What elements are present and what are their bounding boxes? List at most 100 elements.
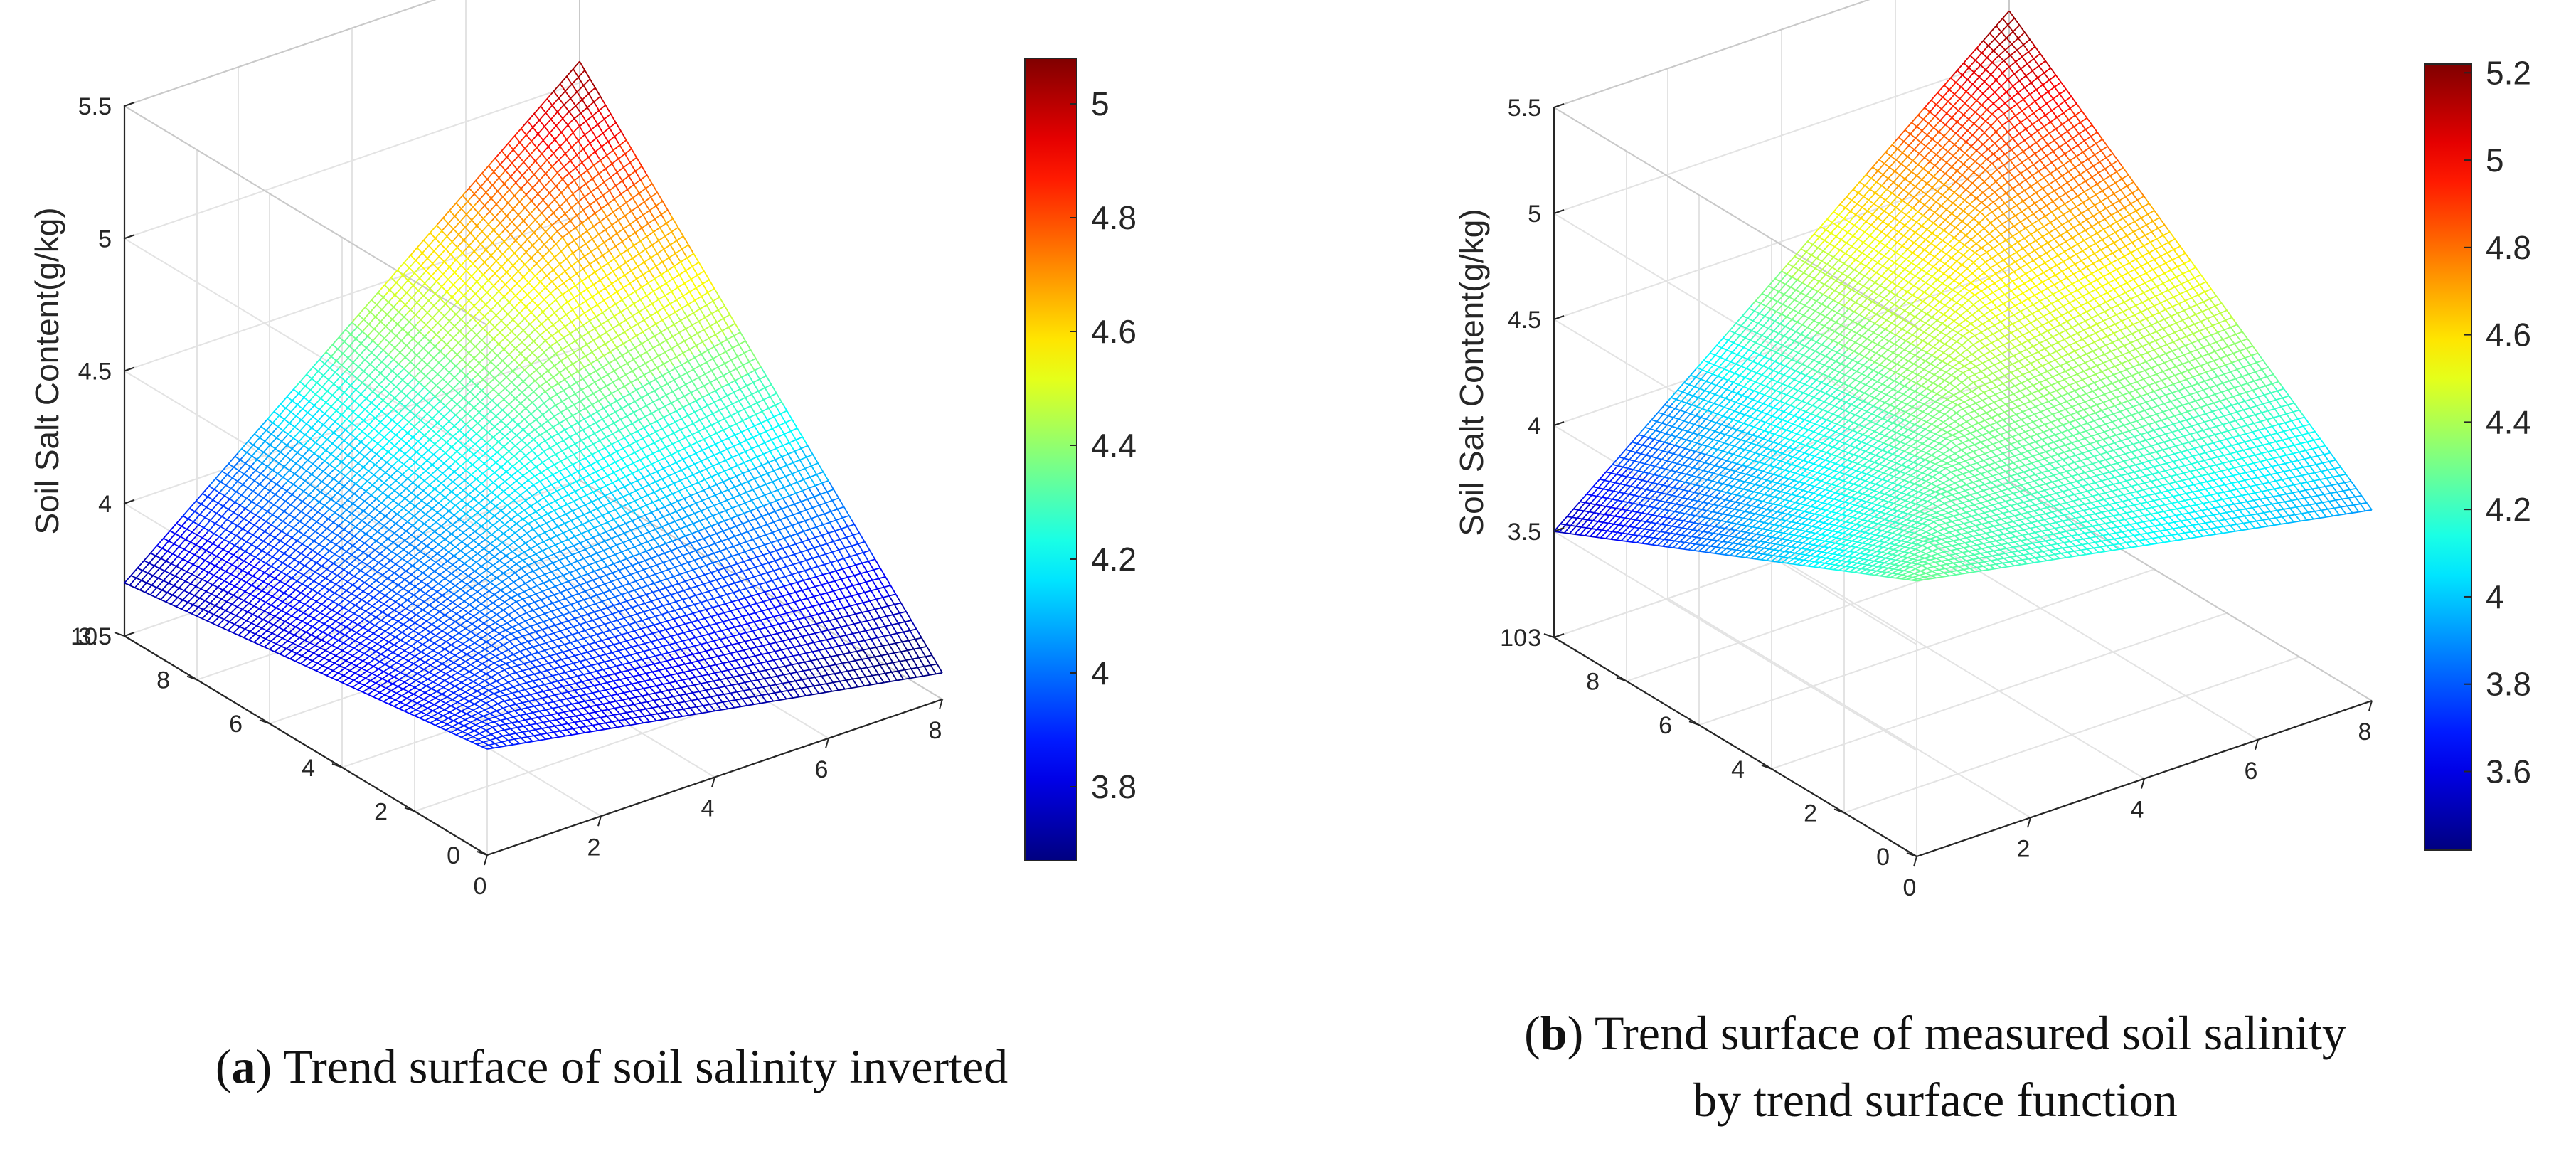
mesh-segment [639,652,669,661]
mesh-segment [496,524,526,547]
mesh-segment [1861,331,1891,360]
mesh-segment [1874,379,1904,405]
mesh-segment [1732,433,1762,462]
mesh-segment [248,440,272,458]
mesh-segment [620,633,644,662]
mesh-segment [1820,392,1850,420]
mesh-segment [571,615,595,642]
mesh-segment [351,590,381,615]
mesh-segment [471,590,501,611]
mesh-segment [1931,409,1961,431]
mesh-segment [416,292,446,325]
mesh-segment [479,461,509,487]
mesh-segment [409,583,433,599]
mesh-segment [1878,314,1902,329]
mesh-segment [263,438,294,471]
x-tick-label: 8 [2358,718,2372,746]
mesh-segment [2021,343,2045,368]
mesh-segment [1947,492,1976,503]
mesh-segment [1965,401,1995,415]
mesh-segment [1986,551,2016,558]
mesh-segment [430,232,454,258]
mesh-segment [1969,431,1993,452]
mesh-segment [419,701,449,719]
mesh-segment [2011,545,2035,563]
mesh-segment [1781,238,1811,272]
mesh-segment [522,718,546,740]
mesh-segment [299,465,330,496]
mesh-segment [2016,280,2046,297]
mesh-segment [779,454,804,492]
mesh-segment [380,647,410,668]
mesh-segment [1820,308,1850,339]
mesh-segment [659,372,684,408]
mesh-segment [2144,491,2168,516]
mesh-segment [913,672,943,679]
mesh-segment [1880,382,1910,408]
mesh-segment [678,658,708,667]
mesh-segment [2170,349,2194,378]
mesh-segment [614,635,638,664]
mesh-segment [572,464,596,495]
mesh-segment [344,497,368,515]
mesh-segment [548,127,578,159]
mesh-segment [221,470,245,487]
mesh-segment [663,218,687,258]
mesh-segment [545,392,570,425]
mesh-segment [1970,226,2000,249]
mesh-segment [196,587,226,617]
mesh-segment [373,578,398,595]
mesh-segment [178,531,208,565]
mesh-segment [1957,500,1987,511]
x-tick-mark [1913,856,1917,867]
mesh-segment [2019,415,2049,428]
y-tick-mark [1543,633,1555,638]
mesh-segment [1900,498,1924,507]
mesh-segment [489,644,518,660]
mesh-segment [717,677,742,707]
y-tick-label: 4 [1731,756,1745,783]
mesh-segment [738,426,762,464]
mesh-segment [2045,441,2075,452]
mesh-segment [1809,460,1839,485]
mesh-segment [873,644,898,681]
mesh-segment [2291,437,2321,447]
mesh-segment [241,448,265,465]
mesh-segment [654,478,684,493]
mesh-segment [1986,243,2016,262]
mesh-segment [447,529,477,553]
mesh-segment [289,514,314,531]
mesh-segment [163,537,187,551]
mesh-segment [617,250,642,287]
mesh-segment [1828,356,1858,384]
mesh-segment [310,367,340,401]
mesh-segment [1762,276,1793,309]
y-tick-label: 2 [374,798,388,825]
mesh-segment [440,373,469,402]
mesh-segment [1817,260,1847,292]
mesh-segment [2018,145,2042,175]
mesh-segment [1703,526,1733,553]
mesh-segment [919,634,943,674]
mesh-segment [408,544,438,569]
mesh-segment [1933,223,1957,240]
mesh-segment [1740,397,1769,428]
mesh-segment [1768,285,1792,299]
mesh-segment [2173,384,2198,413]
mesh-segment [2003,400,2033,413]
mesh-segment [2205,460,2235,468]
mesh-segment [740,376,765,415]
mesh-segment [1698,459,1728,489]
mesh-segment [562,509,586,539]
mesh-segment [388,433,417,462]
mesh-segment [390,484,420,512]
mesh-segment [1971,539,2000,547]
mesh-segment [1962,534,1986,552]
mesh-segment [1664,486,1695,516]
mesh-segment [509,386,539,414]
mesh-segment [383,610,413,633]
mesh-segment [536,264,560,292]
mesh-segment [600,701,624,727]
mesh-segment [1871,445,1895,456]
mesh-segment [499,479,529,504]
